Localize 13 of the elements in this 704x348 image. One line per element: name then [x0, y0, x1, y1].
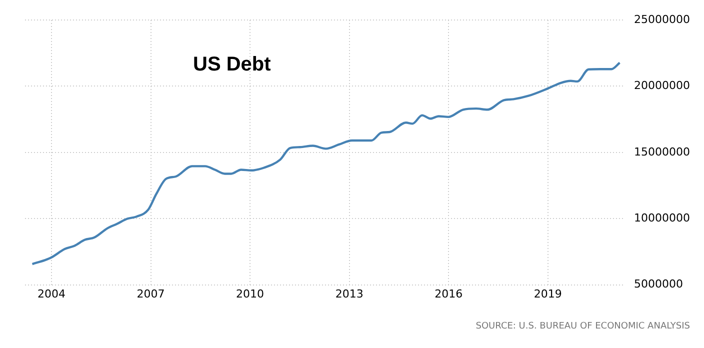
- x-tick-label: 2016: [434, 287, 463, 300]
- text: US Debt: [193, 54, 272, 76]
- x-tick-label: 2004: [37, 287, 66, 300]
- y-tick-label: 5000000: [634, 278, 684, 291]
- y-tick-label: 10000000: [634, 211, 690, 224]
- y-tick-label: 25000000: [634, 12, 690, 26]
- x-tick-label: 2019: [534, 287, 562, 300]
- y-tick-label: 15000000: [634, 145, 690, 158]
- x-tick-label: 2007: [136, 287, 165, 300]
- x-tick-label: 2013: [335, 287, 364, 300]
- source-note: SOURCE: U.S. BUREAU OF ECONOMIC ANALYSIS: [476, 321, 690, 332]
- x-tick-label: 2010: [236, 287, 264, 300]
- y-tick-label: 20000000: [634, 79, 690, 92]
